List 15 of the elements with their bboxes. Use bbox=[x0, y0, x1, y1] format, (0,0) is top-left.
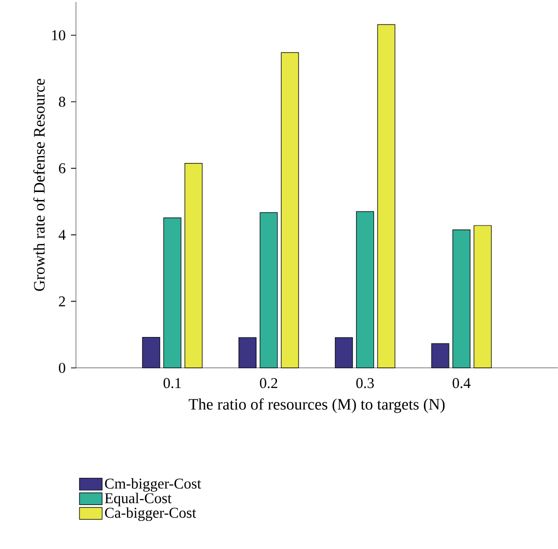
x-axis-title: The ratio of resources (M) to targets (N) bbox=[188, 398, 445, 414]
legend-label: Ca-bigger-Cost bbox=[105, 507, 196, 521]
y-axis-title: Growth rate of Defense Resource bbox=[33, 78, 45, 291]
x-tick-label: 0.4 bbox=[452, 378, 471, 388]
x-tick-label: 0.3 bbox=[356, 378, 374, 388]
x-tick-label: 0.1 bbox=[164, 378, 181, 388]
y-tick-label: 8 bbox=[58, 96, 66, 107]
y-tick-label: 4 bbox=[58, 230, 66, 240]
y-tick-label: 0 bbox=[58, 362, 66, 373]
y-tick-label: 10 bbox=[52, 30, 66, 40]
x-tick-label: 0.2 bbox=[260, 378, 278, 388]
legend-label: Cm-bigger-Cost bbox=[105, 478, 202, 492]
legend-label: Equal-Cost bbox=[104, 492, 172, 506]
y-tick-label: 2 bbox=[58, 296, 65, 306]
y-tick-label: 6 bbox=[58, 163, 66, 174]
